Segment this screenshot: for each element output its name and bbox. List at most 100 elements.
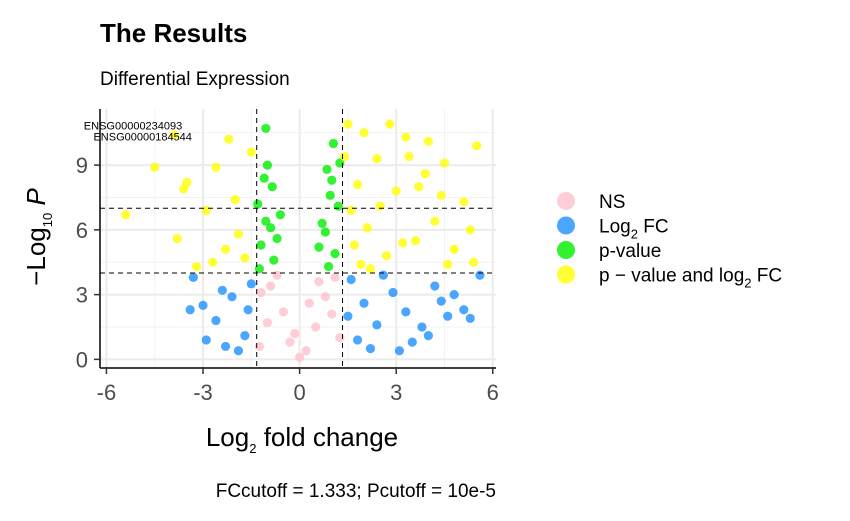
point-p-value-and-log2-fc [436,190,446,200]
point-p-value-and-log2-fc [381,251,392,261]
point-p-value-and-log2-fc [468,257,479,267]
point-log2-fc [346,274,356,285]
point-p-value-and-log2-fc [359,128,369,138]
point-p-value [330,249,340,259]
point-ns [327,309,337,319]
point-p-value [327,175,337,185]
point-p-value [267,182,277,192]
y-tick-label: 0 [76,347,88,372]
legend-label-p-value: p-value [599,241,661,262]
point-ns [295,352,305,362]
point-ns [330,272,340,282]
point-p-value [261,216,271,226]
point-ns [256,287,266,298]
x-tick-label: -3 [193,380,213,405]
x-tick-label: 0 [293,380,305,405]
axes: -6 -3 0 3 6 0 3 6 9 [76,109,499,405]
point-log2-fc [465,313,475,323]
point-p-value-and-log2-fc [356,259,366,269]
point-log2-fc [188,272,198,282]
point-log2-fc [211,315,221,326]
point-log2-fc [443,311,453,321]
point-log2-fc [388,287,398,298]
point-p-value-and-log2-fc [201,205,211,216]
point-p-value-and-log2-fc [414,182,424,192]
point-ns [285,337,295,347]
point-p-value-and-log2-fc [352,179,363,190]
cutoff-lines [100,109,496,368]
point-p-value-and-log2-fc [191,261,202,272]
point-p-value-and-log2-fc [346,205,356,216]
point-log2-fc [217,285,227,295]
point-p-value-and-log2-fc [465,225,475,235]
point-p-value [262,160,273,170]
point-p-value-and-log2-fc [375,201,385,211]
point-log2-fc [407,337,417,347]
x-tick-label: -6 [97,380,117,405]
point-log2-fc [365,343,376,354]
point-p-value-and-log2-fc [391,186,401,196]
y-axis-title: −Log10 P [21,188,55,286]
point-ns [335,333,345,343]
point-log2-fc [417,322,427,332]
point-p-value [314,242,324,252]
chart-subtitle: Differential Expression [100,69,290,90]
legend-key-p-value-and-log2-fc [557,265,575,284]
point-log2-fc [436,296,446,306]
x-axis-title: Log2 fold change [206,422,398,456]
point-log2-fc [449,290,459,300]
point-log2-fc [240,331,250,341]
point-p-value-and-log2-fc [385,119,395,129]
point-ns [254,341,264,352]
point-p-value-and-log2-fc [401,132,411,142]
point-p-value-and-log2-fc [372,154,382,164]
point-p-value-and-log2-fc [220,244,231,254]
point-p-value-and-log2-fc [208,257,218,267]
legend: NS Log2 FCp-value p − value and log2 FC [557,192,782,291]
point-p-value [325,190,335,200]
point-log2-fc [378,270,388,280]
point-log2-fc [227,292,237,302]
point-ns [262,318,273,328]
gene-label: ENSG00000184544 [93,132,191,144]
legend-key-ns [557,192,575,210]
point-p-value-and-log2-fc [121,210,131,220]
point-p-value-and-log2-fc [459,197,469,207]
point-log2-fc [201,335,211,345]
point-p-value-and-log2-fc [439,158,450,168]
point-log2-fc [220,341,231,352]
point-p-value [259,173,269,183]
chart-caption: FCcutoff = 1.333; Pcutoff = 10e-5 [216,481,496,502]
point-ns [278,307,289,317]
y-tick-label: 6 [76,218,88,243]
data-points [121,119,485,362]
point-p-value [320,227,330,237]
point-ns [266,281,276,291]
legend-key-p-value [557,241,575,259]
point-p-value [323,261,334,272]
point-log2-fc [394,346,405,356]
point-ns [272,270,282,280]
y-tick-label: 9 [76,153,88,178]
point-p-value [269,255,279,265]
point-p-value-and-log2-fc [423,136,433,146]
point-ns [320,292,330,302]
point-p-value-and-log2-fc [398,238,408,248]
point-p-value-and-log2-fc [365,264,376,274]
point-log2-fc [372,320,382,330]
point-p-value [256,240,266,250]
point-p-value-and-log2-fc [240,253,250,263]
y-tick-label: 3 [76,283,88,308]
point-log2-fc [359,298,369,308]
point-p-value-and-log2-fc [179,184,189,194]
point-p-value-and-log2-fc [404,151,414,162]
point-log2-fc [246,279,256,289]
point-log2-fc [243,305,253,315]
gene-label: ENSG00000234093 [84,121,182,133]
point-ns [311,322,321,332]
point-log2-fc [352,335,363,345]
legend-label-log2-fc: Log2 FC [599,217,669,242]
point-log2-fc [423,331,433,341]
